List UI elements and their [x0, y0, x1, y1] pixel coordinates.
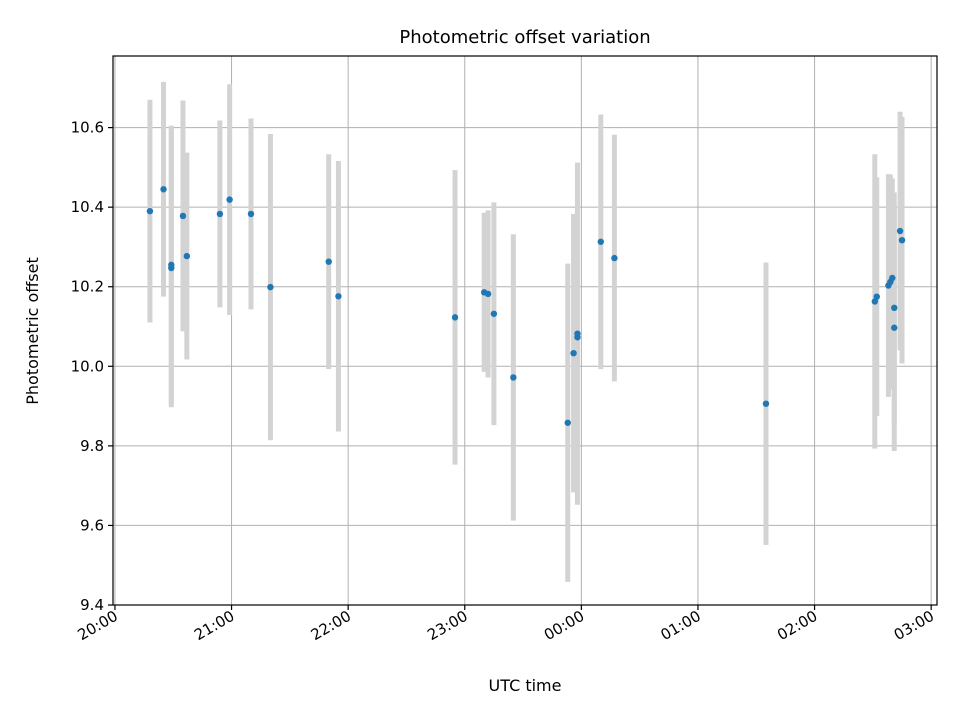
data-point [216, 210, 224, 218]
data-point [267, 283, 274, 291]
y-tick-label: 10.0 [71, 357, 104, 375]
grid [113, 56, 937, 606]
data-point [335, 293, 342, 300]
data-point [226, 196, 233, 203]
data-point [896, 227, 904, 235]
y-axis-title: Photometric offset [23, 257, 42, 405]
data-point [570, 349, 577, 357]
data-point [597, 238, 604, 245]
data-point [146, 207, 154, 215]
y-tick-label: 10.2 [71, 278, 104, 296]
data-point [490, 310, 498, 317]
data-point [179, 212, 187, 220]
y-tick-label: 10.4 [71, 198, 104, 216]
data-point [183, 252, 191, 260]
data-point [891, 304, 898, 312]
x-axis-title: UTC time [489, 676, 562, 695]
y-tick-label: 10.6 [71, 119, 104, 137]
data-point [873, 293, 880, 300]
data-point [247, 210, 255, 218]
data-point [898, 236, 906, 244]
data-point [510, 374, 517, 381]
y-tick-label: 9.4 [80, 596, 104, 614]
data-point [484, 290, 492, 298]
plot-frame [112, 55, 938, 606]
data-point [574, 330, 581, 337]
chart-title: Photometric offset variation [399, 27, 650, 48]
data-point [891, 324, 898, 331]
data-point [611, 254, 618, 262]
data-point [451, 314, 459, 321]
y-axis: 9.4 9.6 9.8 10.0 10.2 10.4 10.6 [71, 119, 113, 614]
data-point [762, 400, 770, 407]
data-point [325, 258, 332, 265]
data-point [889, 274, 896, 282]
y-tick-label: 9.8 [80, 437, 104, 455]
y-tick-label: 9.6 [80, 516, 104, 534]
data-point [168, 264, 175, 272]
data-points [146, 186, 906, 426]
data-point [564, 419, 571, 426]
data-point [160, 186, 167, 193]
